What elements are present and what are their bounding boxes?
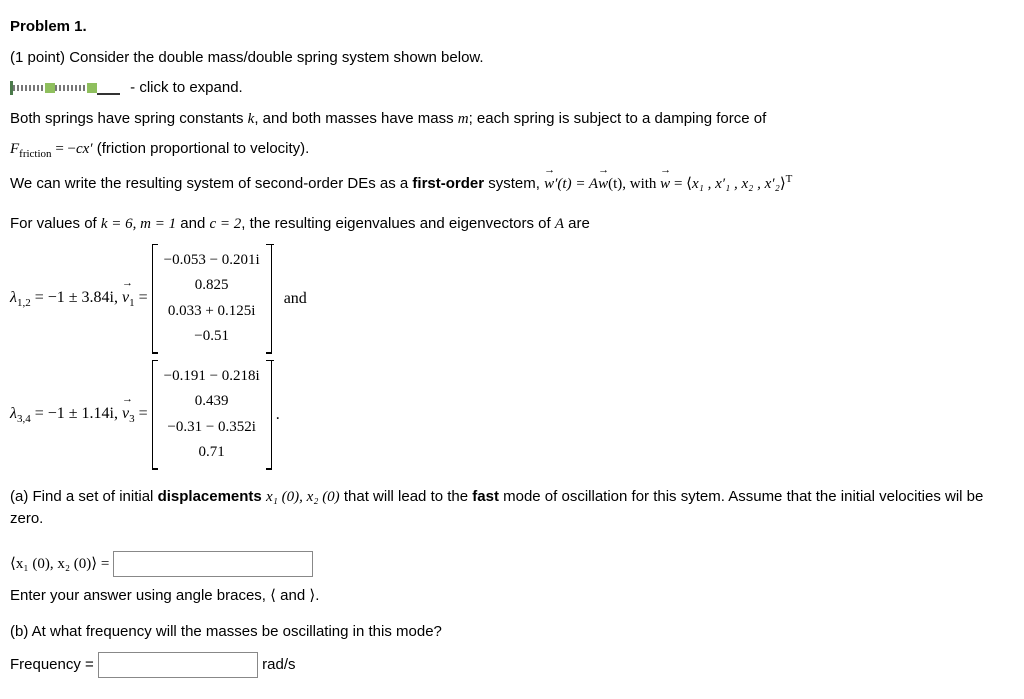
frequency-label: Frequency = [10,655,98,672]
system-line: We can write the resulting system of sec… [10,171,1014,196]
click-to-expand-text[interactable]: - click to expand. [130,79,243,96]
part-a-text: (a) Find a set of initial displacements … [10,486,1014,531]
angle-brace-hint: Enter your answer using angle braces, ⟨ … [10,585,1014,608]
answer-b-row: Frequency = rad/s [10,652,1014,678]
intro-line: (1 point) Consider the double mass/doubl… [10,47,1014,70]
eigen-row-1: λ1,2 = −1 ± 3.84i, v1 = −0.053 − 0.201i … [10,244,1014,354]
frequency-input[interactable] [98,652,258,678]
part-b-text: (b) At what frequency will the masses be… [10,621,1014,644]
friction-line: Ffriction = −cx′ (friction proportional … [10,138,1014,163]
eigenvector-1: −0.053 − 0.201i 0.825 0.033 + 0.125i −0.… [148,244,276,354]
diagram-row: - click to expand. [10,77,1014,100]
for-values-line: For values of k = 6, m = 1 and c = 2, th… [10,213,1014,236]
problem-heading: Problem 1. [10,16,1014,39]
answer-a-lhs: ⟨x₁ (0), x₂ (0)⟩ = [10,555,113,571]
eigenvector-3: −0.191 − 0.218i 0.439 −0.31 − 0.352i 0.7… [148,360,276,470]
frequency-unit: rad/s [262,655,295,672]
spring-mass-diagram[interactable] [10,81,120,95]
initial-displacements-input[interactable] [113,551,313,577]
eigen-row-2: λ3,4 = −1 ± 1.14i, v3 = −0.191 − 0.218i … [10,360,1014,470]
springs-line: Both springs have spring constants k, an… [10,108,1014,131]
answer-a-row: ⟨x₁ (0), x₂ (0)⟩ = [10,551,1014,577]
